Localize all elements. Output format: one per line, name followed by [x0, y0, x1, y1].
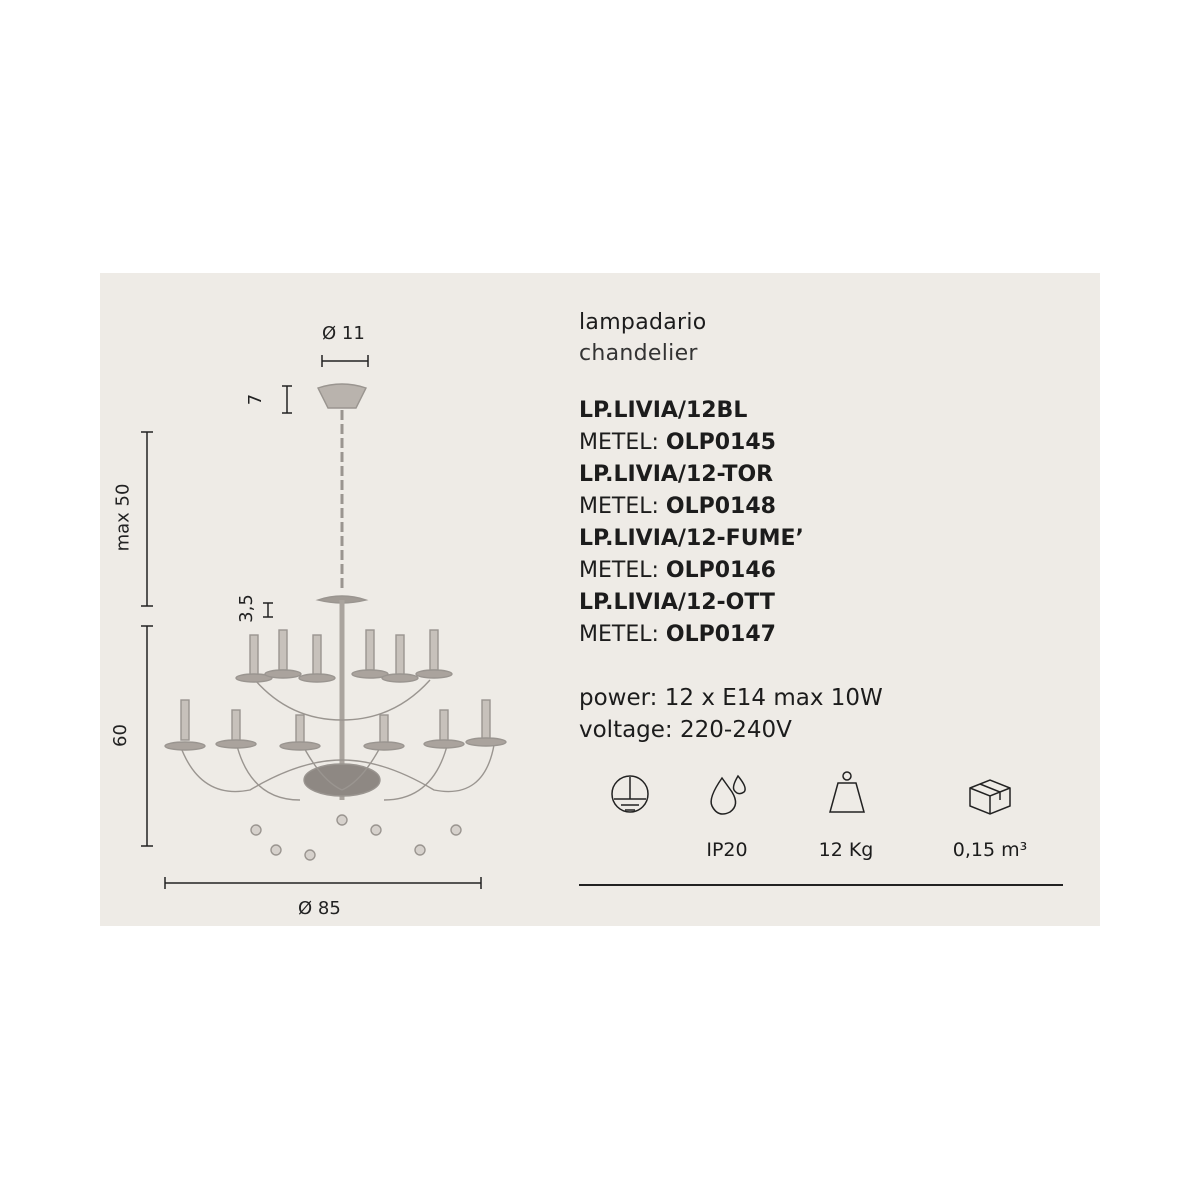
- ground-icon: [611, 775, 649, 813]
- volume-value: 0,15 m³: [952, 839, 1028, 861]
- spec-panel: [100, 273, 1100, 926]
- diameter-label: Ø 85: [298, 898, 341, 919]
- weight-icon: [829, 771, 865, 813]
- divider: [579, 884, 1063, 886]
- power-spec: power: 12 x E14 max 10W: [579, 685, 883, 711]
- metel-code: METEL: OLP0145: [579, 430, 776, 455]
- dimension-lines: [141, 355, 482, 889]
- metel-code: METEL: OLP0148: [579, 494, 776, 519]
- chandelier-illustration: [164, 383, 507, 861]
- ip-rating: IP20: [706, 839, 748, 861]
- water-drops-icon: [710, 774, 746, 815]
- title-english: chandelier: [579, 341, 698, 366]
- box-icon: [969, 779, 1011, 815]
- model-code: LP.LIVIA/12-TOR: [579, 462, 774, 487]
- metel-code: METEL: OLP0146: [579, 558, 776, 583]
- voltage-spec: voltage: 220-240V: [579, 717, 792, 743]
- weight-value: 12 Kg: [818, 839, 874, 861]
- model-code: LP.LIVIA/12BL: [579, 398, 748, 423]
- code-list: LP.LIVIA/12BL METEL: OLP0145 LP.LIVIA/12…: [579, 395, 804, 651]
- top-diameter-label: Ø 11: [322, 323, 365, 344]
- model-code: LP.LIVIA/12-OTT: [579, 590, 775, 615]
- metel-code: METEL: OLP0147: [579, 622, 776, 647]
- model-code: LP.LIVIA/12-FUME’: [579, 526, 804, 551]
- title-italian: lampadario: [579, 310, 707, 335]
